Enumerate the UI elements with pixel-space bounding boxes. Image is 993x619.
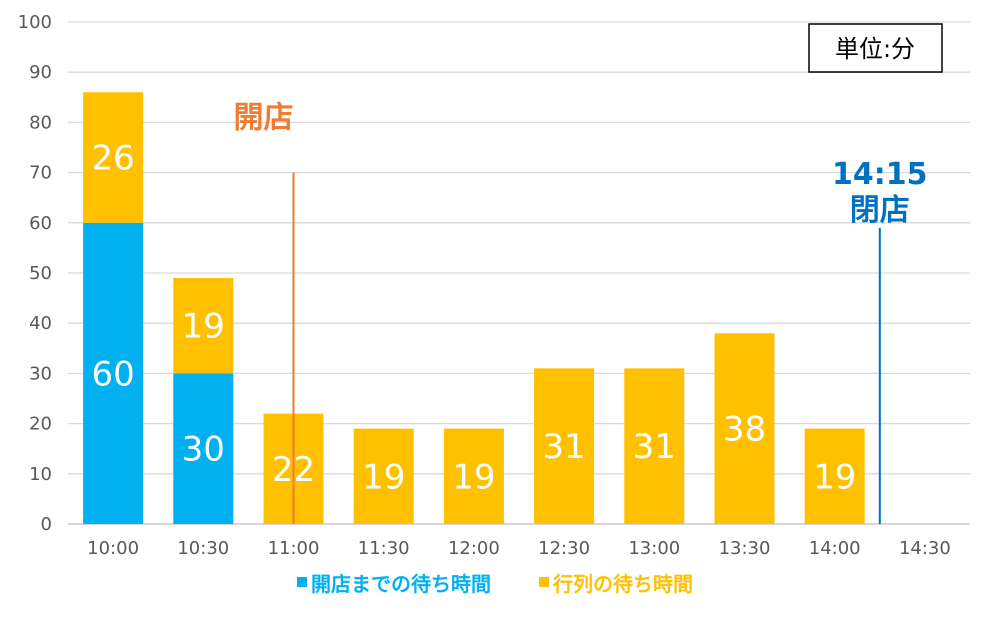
annotation-label: 閉店 [850,193,910,228]
y-tick-label: 40 [29,313,52,334]
legend-swatch [539,577,549,587]
bar-segment [443,428,504,524]
bar-segment [83,222,144,525]
y-tick-label: 50 [29,263,52,284]
unit-box-label: 単位:分 [835,35,915,63]
y-tick-label: 90 [29,62,52,83]
x-tick-label: 13:00 [628,538,680,559]
y-tick-label: 80 [29,112,52,133]
bar-segment [714,333,775,524]
bar-value-label: 19 [813,457,856,497]
unit-box-frame [808,23,943,73]
bar-value-label: 19 [452,457,495,497]
bar-value-label: 38 [723,410,766,450]
x-tick-label: 14:30 [899,538,951,559]
bar-value-label: 19 [362,457,405,497]
y-tick-label: 10 [29,464,52,485]
unit-box: 単位:分 [808,23,943,73]
bar-value-label: 60 [91,354,134,394]
bar-value-label: 30 [182,430,225,470]
bar-segment [624,368,685,524]
y-tick-label: 70 [29,163,52,184]
y-tick-label: 30 [29,363,52,384]
x-tick-label: 12:00 [448,538,500,559]
x-tick-label: 13:30 [719,538,771,559]
y-tick-label: 0 [41,514,52,535]
x-axis: 10:00 10:30 11:00 11:30 12:00 12:30 13:00 13:30… [87,538,951,559]
annotation-label: 開店 [234,101,294,136]
bar-value-label: 31 [633,427,676,467]
bar-segment [173,373,234,524]
x-tick-label: 11:30 [358,538,410,559]
x-tick-label: 10:00 [87,538,139,559]
bar-segment [173,278,234,374]
annotation-time-label: 14:15 [832,157,928,192]
legend-label: 行列の待ち時間 [552,572,693,596]
legend-swatch [297,577,307,587]
bar-value-label: 31 [542,427,585,467]
bar-value-label: 19 [182,307,225,347]
y-tick-label: 20 [29,414,52,435]
bar-segment [534,368,595,524]
bar-segment [353,428,414,524]
y-axis: 0 10 20 30 40 50 60 70 80 90 100 [18,12,52,535]
x-tick-label: 14:00 [809,538,861,559]
bar-value-label: 26 [91,139,134,179]
x-tick-label: 10:30 [177,538,229,559]
legend-label: 開店までの待ち時間 [311,572,491,596]
y-tick-label: 100 [18,12,52,33]
legend: 開店までの待ち時間 行列の待ち時間 [297,572,693,596]
x-tick-label: 11:00 [268,538,320,559]
bar-segment [83,92,144,223]
x-tick-label: 12:30 [538,538,590,559]
bar-segment [804,428,865,524]
y-tick-label: 60 [29,213,52,234]
